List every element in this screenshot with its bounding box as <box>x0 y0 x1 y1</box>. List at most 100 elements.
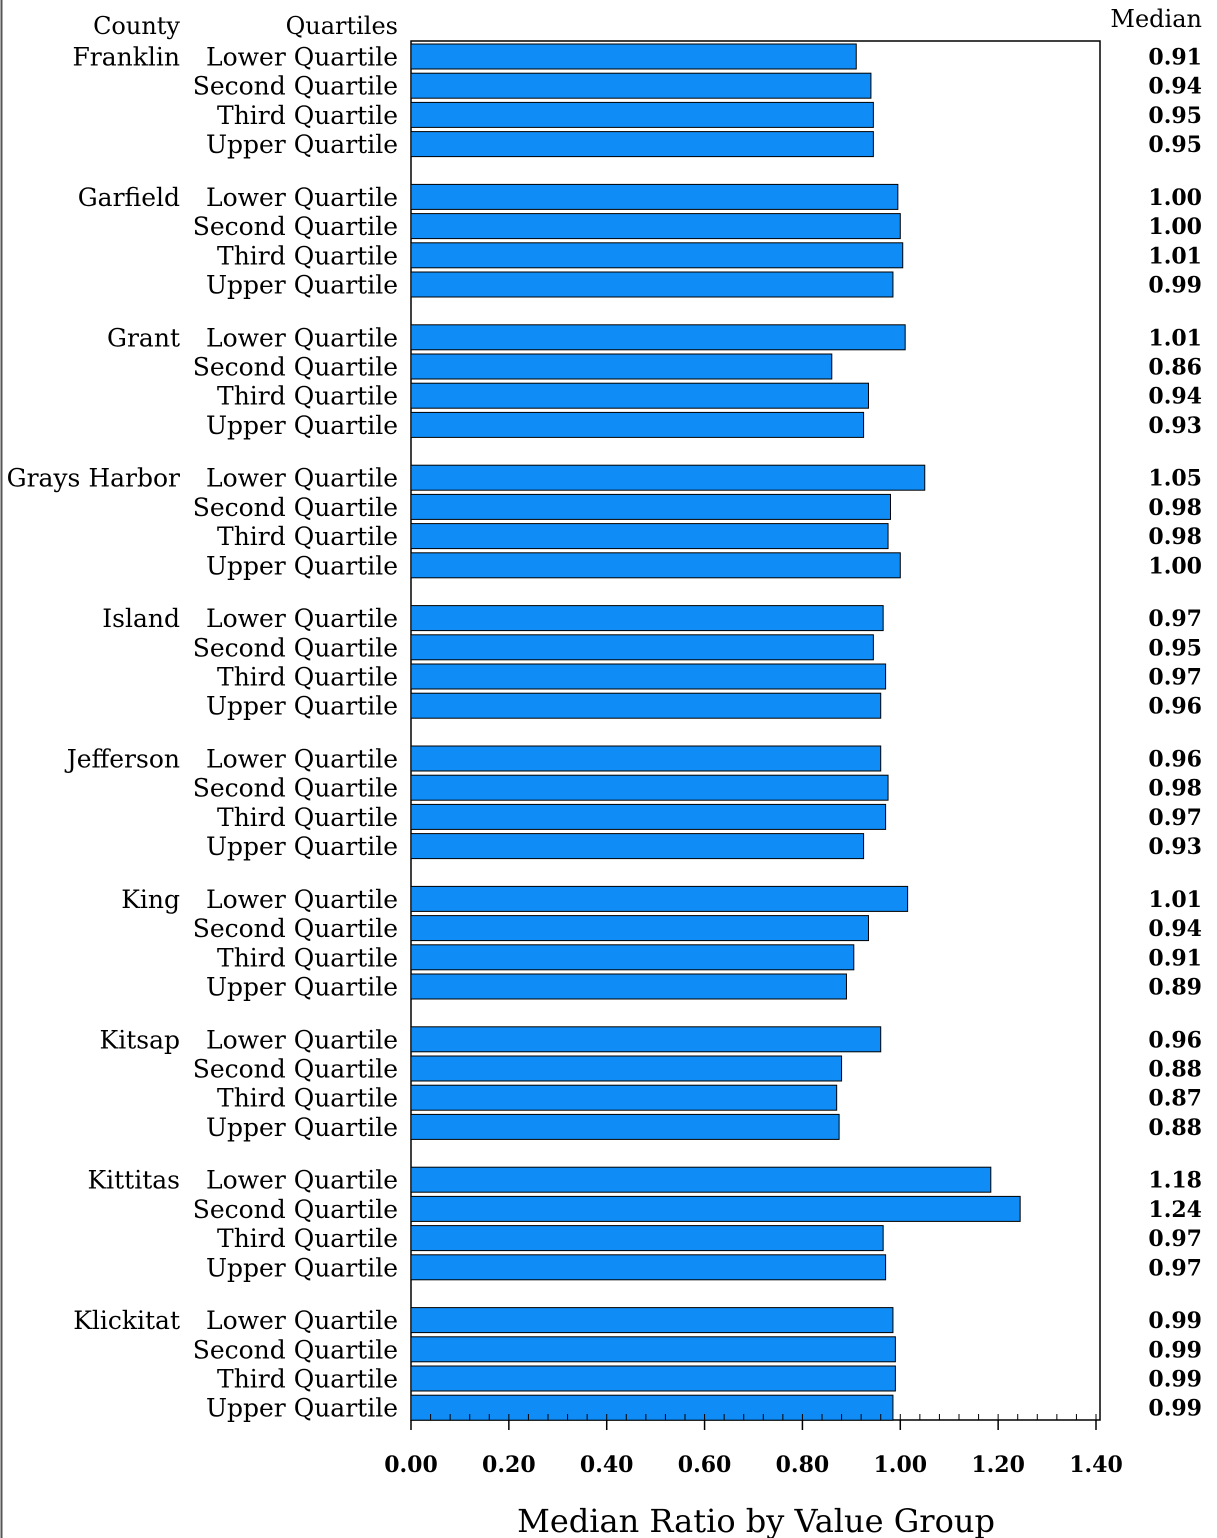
quartile-label: Upper Quartile <box>206 973 398 1002</box>
median-value-label: 0.94 <box>1148 916 1202 942</box>
bar <box>410 692 882 719</box>
median-value-label: 0.95 <box>1148 132 1202 158</box>
bar <box>410 885 909 912</box>
quartile-label: Upper Quartile <box>206 271 398 300</box>
median-value-label: 0.98 <box>1148 524 1202 550</box>
bar <box>410 1336 896 1363</box>
median-value-label: 0.87 <box>1148 1086 1202 1112</box>
quartile-label: Lower Quartile <box>206 745 398 774</box>
bar <box>410 1254 887 1281</box>
quartile-label: Second Quartile <box>193 1055 398 1084</box>
quartile-label: Third Quartile <box>217 943 398 972</box>
bar <box>410 1365 896 1392</box>
bar <box>410 1055 843 1082</box>
median-header: Median <box>1110 5 1202 33</box>
median-value-label: 0.94 <box>1148 384 1202 410</box>
median-value-label: 1.01 <box>1148 887 1202 913</box>
bar <box>410 523 889 550</box>
bar <box>410 1084 838 1111</box>
quartile-label: Third Quartile <box>217 241 398 270</box>
bar <box>410 1113 840 1140</box>
median-value-label: 0.88 <box>1148 1115 1202 1141</box>
median-value-label: 0.98 <box>1148 495 1202 521</box>
quartile-label: Third Quartile <box>217 101 398 130</box>
median-value-label: 0.93 <box>1148 413 1202 439</box>
median-value-label: 0.99 <box>1148 1337 1202 1363</box>
bar <box>410 353 833 380</box>
bar <box>410 43 857 70</box>
x-tick-label: 1.20 <box>971 1452 1025 1478</box>
bar <box>410 1394 894 1421</box>
county-label: Grays Harbor <box>7 464 180 493</box>
bar <box>410 605 884 632</box>
bar <box>410 745 882 772</box>
bar <box>410 131 874 158</box>
median-value-label: 0.97 <box>1148 805 1202 831</box>
median-value-label: 0.96 <box>1148 1027 1202 1053</box>
quartile-label: Lower Quartile <box>206 1306 398 1335</box>
quartile-label: Lower Quartile <box>206 604 398 633</box>
quartile-label: Third Quartile <box>217 522 398 551</box>
median-value-label: 0.99 <box>1148 273 1202 299</box>
bar <box>410 915 869 942</box>
quartile-label: Upper Quartile <box>206 130 398 159</box>
bar <box>410 803 887 830</box>
median-value-label: 0.94 <box>1148 74 1202 100</box>
median-value-label: 0.97 <box>1148 665 1202 691</box>
quartile-label: Second Quartile <box>193 72 398 101</box>
median-value-label: 0.99 <box>1148 1396 1202 1422</box>
bar <box>410 774 889 801</box>
median-value-label: 1.00 <box>1148 185 1202 211</box>
median-value-label: 0.93 <box>1148 834 1202 860</box>
bar <box>410 242 904 269</box>
median-value-label: 0.96 <box>1148 747 1202 773</box>
bar <box>410 1307 894 1334</box>
median-value-label: 0.99 <box>1148 1308 1202 1334</box>
bar <box>410 973 847 1000</box>
quartile-label: Second Quartile <box>193 914 398 943</box>
quartile-label: Lower Quartile <box>206 1166 398 1195</box>
quartile-label: Third Quartile <box>217 1224 398 1253</box>
quartile-label: Upper Quartile <box>206 1394 398 1423</box>
bar <box>410 493 891 520</box>
county-label: Klickitat <box>73 1306 180 1335</box>
median-value-label: 0.89 <box>1148 975 1202 1001</box>
quartile-label: Third Quartile <box>217 382 398 411</box>
quartile-label: Upper Quartile <box>206 832 398 861</box>
bar <box>410 271 894 298</box>
median-value-label: 1.05 <box>1148 466 1202 492</box>
x-tick-label: 1.40 <box>1069 1452 1123 1478</box>
median-value-label: 0.97 <box>1148 1255 1202 1281</box>
county-label: Kittitas <box>87 1166 180 1195</box>
median-value-label: 1.01 <box>1148 325 1202 351</box>
median-value-label: 0.86 <box>1148 355 1202 381</box>
quartile-label: Third Quartile <box>217 803 398 832</box>
quartile-label: Lower Quartile <box>206 1025 398 1054</box>
median-value-label: 1.00 <box>1148 214 1202 240</box>
county-header: County <box>93 12 180 40</box>
median-value-label: 0.98 <box>1148 776 1202 802</box>
county-label: Franklin <box>72 43 180 72</box>
quartiles-header: Quartiles <box>286 12 398 40</box>
quartile-label: Second Quartile <box>193 1195 398 1224</box>
median-value-label: 0.91 <box>1148 45 1202 71</box>
bar <box>410 552 901 579</box>
bar <box>410 1166 992 1193</box>
bar <box>410 944 855 971</box>
bar <box>410 324 906 351</box>
x-tick-label: 1.00 <box>873 1452 927 1478</box>
x-tick-label: 0.40 <box>580 1452 634 1478</box>
x-tick-label: 0.80 <box>776 1452 830 1478</box>
quartile-label: Third Quartile <box>217 1365 398 1394</box>
median-value-label: 0.88 <box>1148 1057 1202 1083</box>
median-value-label: 0.95 <box>1148 635 1202 661</box>
county-label: Jefferson <box>64 745 180 774</box>
median-value-label: 0.95 <box>1148 103 1202 129</box>
quartile-label: Upper Quartile <box>206 1113 398 1142</box>
median-value-label: 0.97 <box>1148 606 1202 632</box>
quartile-label: Third Quartile <box>217 663 398 692</box>
quartile-label: Third Quartile <box>217 1084 398 1113</box>
bar <box>410 634 874 661</box>
quartile-label: Second Quartile <box>193 493 398 522</box>
